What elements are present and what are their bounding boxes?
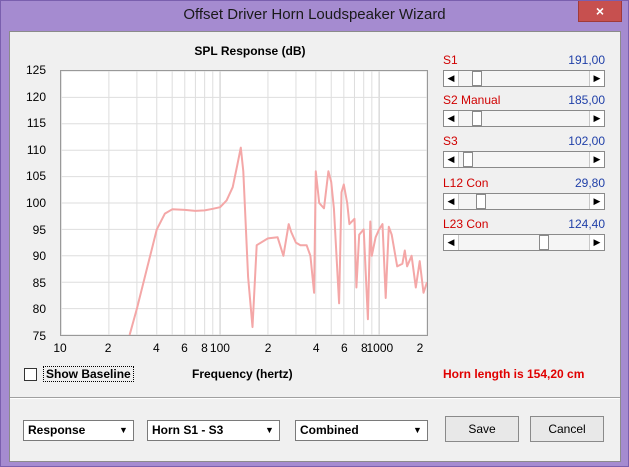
window-title: Offset Driver Horn Loudspeaker Wizard bbox=[183, 6, 446, 23]
x-tick-label: 100 bbox=[209, 341, 230, 355]
x-tick-label: 4 bbox=[152, 341, 160, 355]
dialog-client: SPL Response (dB) 125 120 115 110 105 100 95 90… bbox=[9, 31, 621, 462]
slider-track[interactable]: ◀ ▶ bbox=[443, 70, 605, 87]
mode-select[interactable]: Combined ▼ bbox=[295, 420, 428, 441]
arrow-right-icon[interactable]: ▶ bbox=[589, 235, 604, 250]
y-tick-label: 80 bbox=[32, 302, 46, 317]
y-tick-label: 115 bbox=[26, 116, 46, 131]
y-tick-label: 125 bbox=[25, 63, 46, 77]
slider-value: 191,00 bbox=[568, 53, 605, 67]
slider-header: S3 102,00 bbox=[443, 134, 605, 148]
slider-name: L12 Con bbox=[443, 176, 489, 190]
y-tick-label: 105 bbox=[25, 169, 46, 184]
show-baseline-row[interactable]: Show Baseline bbox=[24, 366, 134, 382]
slider-1: S2 Manual 185,00 ◀ ▶ bbox=[443, 93, 605, 127]
x-tick-label: 8 bbox=[361, 341, 368, 355]
x-tick-label: 10 bbox=[53, 341, 67, 355]
separator bbox=[10, 397, 620, 399]
horn-length-text: Horn length is 154,20 cm bbox=[443, 367, 585, 381]
arrow-left-icon[interactable]: ◀ bbox=[444, 194, 459, 209]
x-tick-label: 8 bbox=[201, 341, 208, 355]
horn-select[interactable]: Horn S1 - S3 ▼ bbox=[147, 420, 280, 441]
y-tick-label: 95 bbox=[32, 222, 46, 237]
mode-select-value: Combined bbox=[300, 423, 359, 437]
slider-thumb[interactable] bbox=[462, 152, 473, 167]
close-icon: × bbox=[595, 3, 605, 19]
slider-thumb[interactable] bbox=[472, 111, 483, 126]
slider-track[interactable]: ◀ ▶ bbox=[443, 110, 605, 127]
slider-header: L23 Con 124,40 bbox=[443, 217, 605, 231]
x-tick-label: 6 bbox=[341, 341, 348, 355]
view-select-value: Response bbox=[28, 423, 86, 437]
view-select[interactable]: Response ▼ bbox=[23, 420, 134, 441]
slider-2: S3 102,00 ◀ ▶ bbox=[443, 134, 605, 168]
slider-value: 29,80 bbox=[574, 176, 605, 190]
spl-plot bbox=[60, 70, 428, 336]
y-tick-label: 85 bbox=[32, 275, 46, 290]
horn-select-value: Horn S1 - S3 bbox=[152, 423, 224, 437]
x-tick-label: 1000 bbox=[366, 341, 394, 355]
slider-header: S2 Manual 185,00 bbox=[443, 93, 605, 107]
slider-header: S1 191,00 bbox=[443, 53, 605, 67]
slider-track[interactable]: ◀ ▶ bbox=[443, 151, 605, 168]
plot-title: SPL Response (dB) bbox=[194, 44, 306, 58]
slider-name: L23 Con bbox=[443, 217, 489, 231]
cancel-button-label: Cancel bbox=[548, 422, 586, 436]
slider-0: S1 191,00 ◀ ▶ bbox=[443, 53, 605, 87]
x-axis-label: Frequency (hertz) bbox=[192, 367, 293, 381]
slider-value: 124,40 bbox=[568, 217, 605, 231]
chevron-down-icon[interactable]: ▼ bbox=[119, 425, 128, 435]
x-tick-label: 2 bbox=[264, 341, 272, 355]
arrow-right-icon[interactable]: ▶ bbox=[589, 152, 604, 167]
x-tick-label: 6 bbox=[181, 341, 188, 355]
slider-4: L23 Con 124,40 ◀ ▶ bbox=[443, 217, 605, 251]
chevron-down-icon[interactable]: ▼ bbox=[413, 425, 422, 435]
slider-name: S2 Manual bbox=[443, 93, 501, 107]
y-tick-label: 120 bbox=[25, 89, 46, 104]
chevron-down-icon[interactable]: ▼ bbox=[265, 425, 274, 435]
y-tick-label: 90 bbox=[32, 249, 46, 264]
slider-name: S3 bbox=[443, 134, 458, 148]
spl-series-line bbox=[128, 146, 427, 335]
arrow-right-icon[interactable]: ▶ bbox=[589, 71, 604, 86]
x-tick-label: 2 bbox=[416, 341, 424, 355]
slider-name: S1 bbox=[443, 53, 458, 67]
spl-chart-svg bbox=[61, 71, 427, 335]
y-tick-label: 110 bbox=[26, 142, 46, 157]
arrow-left-icon[interactable]: ◀ bbox=[444, 111, 459, 126]
y-tick-label: 75 bbox=[32, 329, 46, 343]
slider-track[interactable]: ◀ ▶ bbox=[443, 234, 605, 251]
arrow-right-icon[interactable]: ▶ bbox=[589, 194, 604, 209]
slider-value: 102,00 bbox=[568, 134, 605, 148]
slider-thumb[interactable] bbox=[472, 71, 483, 86]
x-tick-label: 2 bbox=[104, 341, 112, 355]
show-baseline-label[interactable]: Show Baseline bbox=[43, 366, 134, 382]
title-bar[interactable]: Offset Driver Horn Loudspeaker Wizard × bbox=[1, 1, 628, 31]
y-tick-label: 100 bbox=[25, 196, 46, 210]
slider-header: L12 Con 29,80 bbox=[443, 176, 605, 190]
slider-3: L12 Con 29,80 ◀ ▶ bbox=[443, 176, 605, 210]
cancel-button[interactable]: Cancel bbox=[530, 416, 604, 442]
slider-thumb[interactable] bbox=[475, 194, 486, 209]
slider-track[interactable]: ◀ ▶ bbox=[443, 193, 605, 210]
arrow-left-icon[interactable]: ◀ bbox=[444, 71, 459, 86]
save-button[interactable]: Save bbox=[445, 416, 519, 442]
arrow-left-icon[interactable]: ◀ bbox=[444, 152, 459, 167]
show-baseline-checkbox[interactable] bbox=[24, 367, 37, 381]
save-button-label: Save bbox=[468, 422, 496, 436]
slider-thumb[interactable] bbox=[539, 235, 550, 250]
x-tick-label: 4 bbox=[312, 341, 320, 355]
close-button[interactable]: × bbox=[578, 1, 622, 22]
arrow-left-icon[interactable]: ◀ bbox=[444, 235, 459, 250]
arrow-right-icon[interactable]: ▶ bbox=[589, 111, 604, 126]
slider-value: 185,00 bbox=[568, 93, 605, 107]
